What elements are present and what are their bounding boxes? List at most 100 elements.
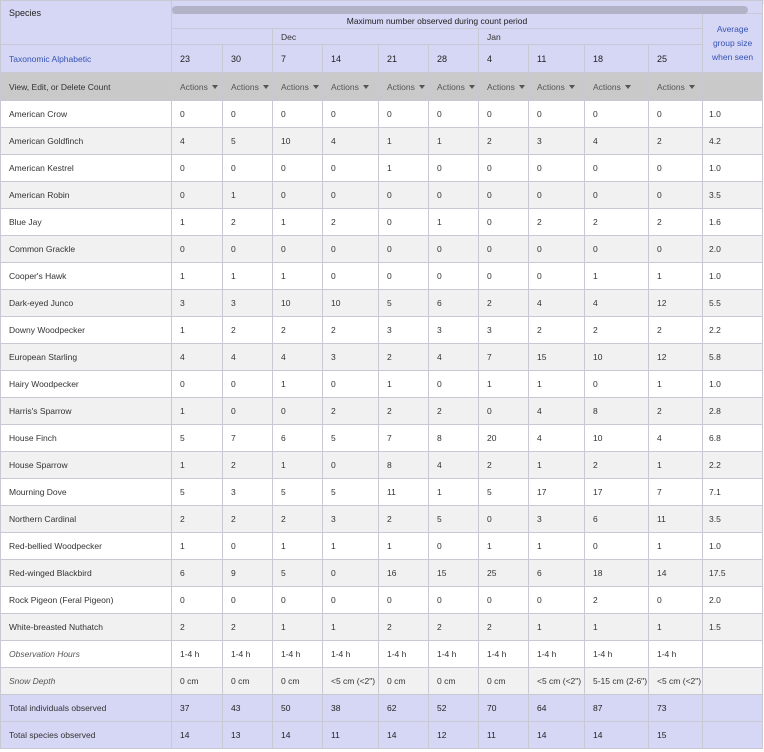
metadata-row-cell: <5 cm (<2") bbox=[528, 667, 585, 695]
species-row-cell: 1 bbox=[584, 262, 649, 290]
species-row: Dark-eyed Junco 3 3 10 10 5 6 2 4 4 12 5.5 bbox=[0, 289, 764, 317]
species-row-cell: 10 bbox=[272, 127, 323, 155]
totals-row-label: Total individuals observed bbox=[0, 694, 172, 722]
metadata-row-cell: 1-4 h bbox=[648, 640, 703, 668]
species-row-cell: 2 bbox=[648, 316, 703, 344]
metadata-row-cell: 5-15 cm (2-6") bbox=[584, 667, 649, 695]
metadata-row-cell: 0 cm bbox=[428, 667, 479, 695]
species-header: Species bbox=[0, 0, 172, 45]
species-row-cell: 1 bbox=[222, 262, 273, 290]
metadata-row-avg bbox=[701, 640, 764, 668]
species-row-cell: 0 bbox=[322, 181, 379, 209]
species-row-cell: 5 bbox=[428, 505, 479, 533]
species-row-cell: 15 bbox=[528, 343, 585, 371]
actions-dropdown[interactable]: Actions bbox=[648, 72, 703, 101]
species-row-cell: 0 bbox=[322, 100, 379, 128]
actions-dropdown[interactable]: Actions bbox=[222, 72, 273, 101]
species-row-cell: 0 bbox=[272, 397, 323, 425]
species-row-avg: 2.0 bbox=[701, 586, 764, 614]
species-row-cell: 10 bbox=[584, 343, 649, 371]
horizontal-scrollbar-thumb[interactable] bbox=[172, 6, 748, 14]
species-row-cell: 16 bbox=[378, 559, 429, 587]
species-row-avg: 6.8 bbox=[701, 424, 764, 452]
species-row-label: Red-winged Blackbird bbox=[0, 559, 172, 587]
totals-row-cell: 12 bbox=[428, 721, 479, 749]
actions-dropdown[interactable]: Actions bbox=[378, 72, 429, 101]
species-row-cell: 1 bbox=[171, 316, 223, 344]
totals-row-cell: 11 bbox=[478, 721, 529, 749]
species-row-avg: 1.0 bbox=[701, 154, 764, 182]
species-row-cell: 2 bbox=[222, 316, 273, 344]
actions-dropdown[interactable]: Actions bbox=[272, 72, 323, 101]
species-row-label: Harris's Sparrow bbox=[0, 397, 172, 425]
metadata-row-cell: 1-4 h bbox=[478, 640, 529, 668]
species-row-cell: 0 bbox=[222, 397, 273, 425]
species-row-cell: 1 bbox=[648, 613, 703, 641]
species-row-label: Dark-eyed Junco bbox=[0, 289, 172, 317]
day-header: 14 bbox=[322, 44, 379, 73]
species-row-cell: 8 bbox=[378, 451, 429, 479]
totals-row-cell: 62 bbox=[378, 694, 429, 722]
species-row-cell: 4 bbox=[428, 451, 479, 479]
species-row-cell: 9 bbox=[222, 559, 273, 587]
species-row-avg: 3.5 bbox=[701, 505, 764, 533]
species-row-label: Northern Cardinal bbox=[0, 505, 172, 533]
species-row-cell: 2 bbox=[584, 208, 649, 236]
species-row-cell: 17 bbox=[528, 478, 585, 506]
actions-dropdown[interactable]: Actions bbox=[171, 72, 223, 101]
caret-down-icon bbox=[518, 85, 525, 90]
actions-dropdown-label: Actions bbox=[437, 81, 465, 92]
species-row-avg: 3.5 bbox=[701, 181, 764, 209]
species-row-cell: 0 bbox=[322, 586, 379, 614]
actions-dropdown[interactable]: Actions bbox=[528, 72, 585, 101]
species-row-cell: 0 bbox=[528, 100, 585, 128]
species-row-cell: 0 bbox=[648, 154, 703, 182]
species-row-cell: 0 bbox=[378, 181, 429, 209]
avg-group-size-header[interactable]: Average group size when seen bbox=[701, 13, 764, 73]
actions-dropdown[interactable]: Actions bbox=[428, 72, 479, 101]
caret-down-icon bbox=[262, 85, 269, 90]
species-row-cell: 1 bbox=[171, 532, 223, 560]
species-row-label: American Robin bbox=[0, 181, 172, 209]
actions-avg-spacer bbox=[701, 72, 764, 101]
totals-row-cell: 11 bbox=[322, 721, 379, 749]
taxonomic-alphabetic-link[interactable]: Taxonomic Alphabetic bbox=[0, 44, 172, 73]
actions-dropdown[interactable]: Actions bbox=[584, 72, 649, 101]
species-row-cell: 0 bbox=[322, 262, 379, 290]
species-row-avg: 1.6 bbox=[701, 208, 764, 236]
species-row-label: White-breasted Nuthatch bbox=[0, 613, 172, 641]
metadata-row-label: Observation Hours bbox=[0, 640, 172, 668]
species-row-cell: 0 bbox=[272, 154, 323, 182]
species-row-cell: 0 bbox=[584, 532, 649, 560]
species-row-cell: 1 bbox=[528, 451, 585, 479]
species-row-cell: 0 bbox=[171, 235, 223, 263]
species-row-avg: 1.0 bbox=[701, 370, 764, 398]
species-row-cell: 0 bbox=[648, 235, 703, 263]
species-row-cell: 0 bbox=[478, 397, 529, 425]
species-header-label: Species bbox=[9, 8, 42, 18]
species-row-cell: 1 bbox=[528, 532, 585, 560]
species-row-cell: 8 bbox=[584, 397, 649, 425]
species-row-avg: 2.2 bbox=[701, 316, 764, 344]
totals-row-cell: 43 bbox=[222, 694, 273, 722]
actions-dropdown-label: Actions bbox=[180, 81, 208, 92]
species-row-cell: 3 bbox=[378, 316, 429, 344]
species-row-cell: 2 bbox=[478, 289, 529, 317]
species-row-cell: 12 bbox=[648, 343, 703, 371]
species-row-cell: 2 bbox=[648, 127, 703, 155]
species-row-cell: 0 bbox=[378, 208, 429, 236]
species-row-cell: 5 bbox=[222, 127, 273, 155]
species-row-cell: 0 bbox=[222, 100, 273, 128]
actions-dropdown[interactable]: Actions bbox=[478, 72, 529, 101]
metadata-row: Snow Depth 0 cm 0 cm 0 cm <5 cm (<2") 0 cm 0 c… bbox=[0, 667, 764, 695]
species-row-cell: 1 bbox=[322, 613, 379, 641]
actions-dropdown[interactable]: Actions bbox=[322, 72, 379, 101]
species-row-cell: 1 bbox=[171, 451, 223, 479]
day-header: 7 bbox=[272, 44, 323, 73]
species-row-cell: 7 bbox=[648, 478, 703, 506]
species-row-cell: 2 bbox=[378, 343, 429, 371]
species-row-cell: 0 bbox=[478, 235, 529, 263]
caret-down-icon bbox=[362, 85, 369, 90]
species-row-cell: 2 bbox=[222, 613, 273, 641]
